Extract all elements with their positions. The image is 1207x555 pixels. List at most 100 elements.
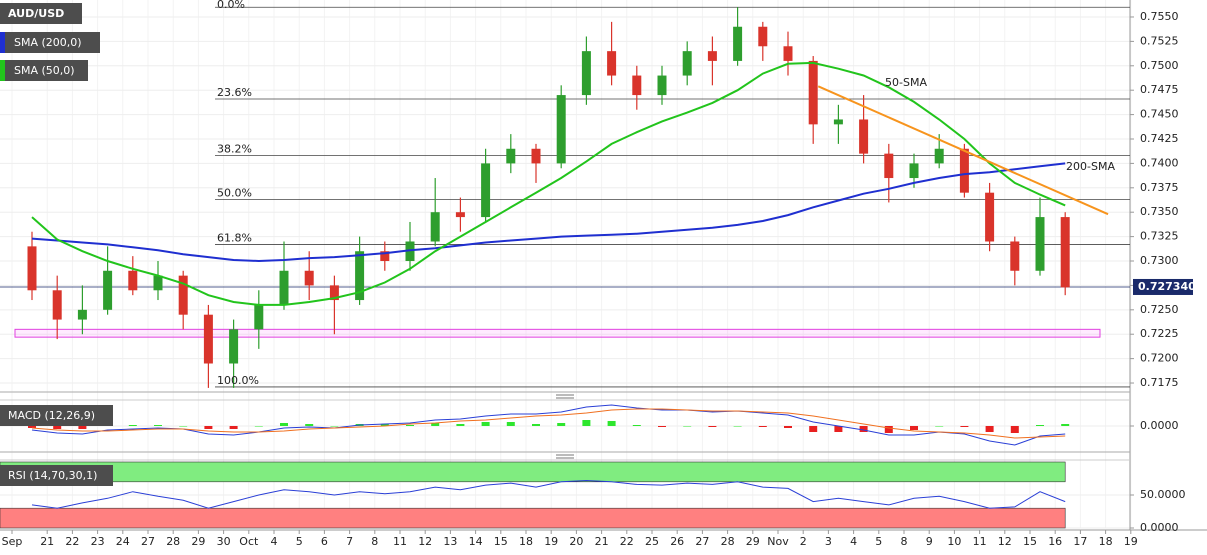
x-tick-label: 5: [875, 535, 882, 548]
y-tick-label: 50.0000: [1140, 488, 1186, 501]
panel-handle[interactable]: [556, 454, 574, 459]
candle-body: [707, 51, 717, 61]
x-tick-label: 27: [141, 535, 155, 548]
y-tick-label: 0.7375: [1140, 181, 1179, 194]
x-tick-label: 11: [973, 535, 987, 548]
indicator-label-box[interactable]: [0, 465, 113, 486]
oversold-band: [0, 507, 1066, 529]
x-tick-label: 4: [271, 535, 278, 548]
candle-body: [380, 251, 390, 262]
y-tick-label: 0.7475: [1140, 83, 1179, 96]
histogram-bar: [985, 426, 994, 432]
histogram-bar: [557, 423, 566, 426]
candle-body: [178, 275, 188, 315]
candle-body: [934, 148, 944, 164]
legend-box[interactable]: [0, 60, 88, 81]
histogram-bar: [532, 424, 540, 426]
fib-label: 61.8%: [217, 231, 252, 244]
histogram-bar: [1010, 426, 1019, 433]
histogram-bar: [179, 426, 188, 427]
candle-body: [783, 46, 793, 61]
last-price-label: 0.727340: [1138, 280, 1196, 293]
histogram-bar: [128, 425, 137, 426]
x-tick-label: 29: [746, 535, 760, 548]
x-tick-label: 12: [418, 535, 432, 548]
y-tick-label: 0.7400: [1140, 156, 1179, 169]
y-tick-label: 0.7550: [1140, 10, 1179, 23]
y-tick-label: 0.7500: [1140, 59, 1179, 72]
legend-swatch: [0, 32, 5, 53]
overbought-band: [0, 461, 1066, 483]
x-tick-label: 24: [116, 535, 130, 548]
candle-body: [481, 163, 491, 218]
x-tick-label: 7: [346, 535, 353, 548]
candle-body: [304, 270, 314, 286]
histogram-bar: [658, 426, 666, 427]
indicator-label-box[interactable]: [0, 405, 113, 426]
last-price-box: [1133, 278, 1193, 295]
x-tick-label: 18: [519, 535, 533, 548]
candle-body: [884, 153, 894, 179]
histogram-bar: [305, 424, 314, 426]
histogram-bar: [204, 426, 213, 429]
panel-handle[interactable]: [556, 394, 574, 399]
histogram-bar: [733, 426, 742, 427]
candle-body: [229, 329, 239, 364]
x-tick-label: 2: [800, 535, 807, 548]
fib-label: 38.2%: [217, 143, 252, 156]
x-tick-label: 27: [695, 535, 709, 548]
x-tick-label: 6: [321, 535, 328, 548]
x-tick-label: 30: [217, 535, 231, 548]
plot-marks: [0, 6, 1130, 529]
histogram-bar: [456, 424, 465, 426]
candle-body: [203, 314, 213, 364]
x-tick-label: Sep: [2, 535, 23, 548]
x-tick-label: 16: [1048, 535, 1062, 548]
symbol-box[interactable]: [0, 3, 82, 24]
histogram-bar: [154, 425, 162, 426]
symbol-label: AUD/USD: [8, 7, 64, 20]
candle-body: [430, 212, 440, 242]
grid: [0, 0, 1132, 529]
candle-body: [833, 119, 843, 125]
candle-body: [632, 75, 642, 96]
x-tick-label: 17: [1073, 535, 1087, 548]
y-tick-label: 0.7325: [1140, 230, 1179, 243]
candle-body: [455, 212, 465, 218]
x-tick-label: 22: [620, 535, 634, 548]
sma-line: [31, 61, 1066, 306]
histogram-bar: [859, 426, 868, 432]
x-tick-label: 5: [296, 535, 303, 548]
x-tick-label: 14: [469, 535, 483, 548]
annotation: 50-SMA: [885, 76, 927, 89]
support-zone: [14, 328, 1101, 338]
legend-label: SMA (200,0): [14, 36, 82, 49]
x-tick-label: 19: [1124, 535, 1138, 548]
candle-body: [758, 26, 768, 47]
y-tick-label: 0.7300: [1140, 254, 1179, 267]
legend-label: SMA (50,0): [14, 64, 75, 77]
trend-line: [817, 85, 1109, 216]
histogram-bar: [406, 425, 414, 426]
x-tick-label: 28: [721, 535, 735, 548]
candle-body: [657, 75, 667, 96]
legend-swatch: [0, 60, 5, 81]
histogram-bar: [960, 426, 969, 427]
x-tick-label: 18: [1099, 535, 1113, 548]
legend-box[interactable]: [0, 32, 100, 53]
candle-body: [52, 290, 62, 320]
histogram-bar: [380, 424, 389, 426]
x-tick-label: 13: [443, 535, 457, 548]
x-tick-label: 22: [65, 535, 79, 548]
candle-body: [506, 148, 516, 164]
x-tick-label: 8: [901, 535, 908, 548]
histogram-bar: [607, 421, 616, 426]
x-tick-label: 25: [645, 535, 659, 548]
histogram-bar: [53, 426, 62, 429]
candle-body: [607, 51, 617, 76]
x-tick-label: 3: [825, 535, 832, 548]
macd-line: [31, 408, 1066, 439]
histogram-bar: [431, 423, 440, 426]
candle-body: [254, 304, 264, 330]
candle-body: [355, 251, 365, 301]
